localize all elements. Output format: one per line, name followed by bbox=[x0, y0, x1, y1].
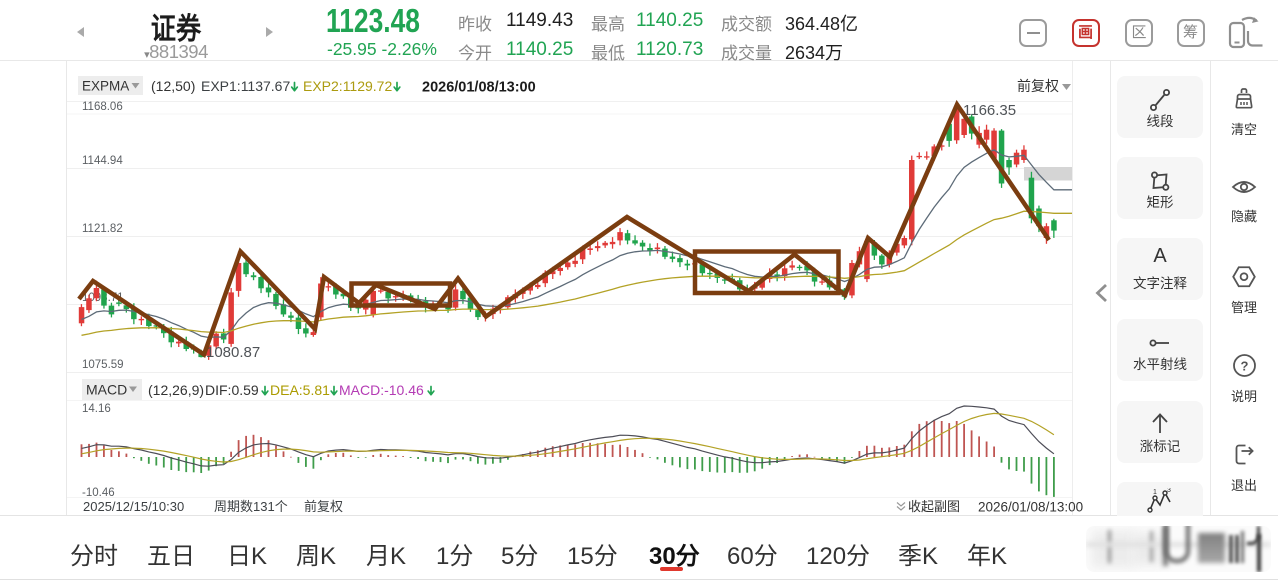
svg-text:1166.35: 1166.35 bbox=[963, 102, 1016, 119]
svg-text:EXP2:1129.72: EXP2:1129.72 bbox=[303, 78, 392, 94]
svg-text:?: ? bbox=[1240, 359, 1248, 374]
svg-text:前复权: 前复权 bbox=[1017, 78, 1059, 94]
svg-text:EXPMA: EXPMA bbox=[82, 79, 129, 94]
svg-text:1: 1 bbox=[1153, 489, 1157, 496]
svg-text:(12,50): (12,50) bbox=[151, 78, 195, 94]
svg-text:1144.94: 1144.94 bbox=[82, 155, 123, 167]
svg-text:1168.06: 1168.06 bbox=[82, 101, 123, 113]
svg-text:2026/01/08/13:00: 2026/01/08/13:00 bbox=[978, 500, 1083, 515]
svg-text:周期数131个: 周期数131个 bbox=[214, 499, 288, 514]
svg-text:DEA:5.81: DEA:5.81 bbox=[270, 382, 330, 398]
svg-text:-10.46: -10.46 bbox=[82, 487, 115, 499]
svg-text:2025/12/15/10:30: 2025/12/15/10:30 bbox=[83, 499, 184, 514]
svg-text:1080.87: 1080.87 bbox=[206, 344, 260, 361]
svg-text:14.16: 14.16 bbox=[82, 403, 111, 415]
svg-text:EXP1:1137.67: EXP1:1137.67 bbox=[201, 78, 290, 94]
svg-text:2026/01/08/13:00: 2026/01/08/13:00 bbox=[422, 80, 536, 96]
svg-text:(12,26,9): (12,26,9) bbox=[148, 382, 204, 398]
svg-text:MACD:-10.46: MACD:-10.46 bbox=[339, 382, 424, 398]
svg-text:前复权: 前复权 bbox=[304, 499, 343, 514]
svg-text:3: 3 bbox=[1167, 488, 1171, 494]
svg-text:MACD: MACD bbox=[86, 382, 127, 398]
svg-text:收起副图: 收起副图 bbox=[908, 499, 960, 514]
svg-text:1121.82: 1121.82 bbox=[82, 223, 123, 235]
svg-text:DIF:0.59: DIF:0.59 bbox=[205, 382, 259, 398]
svg-text:1075.59: 1075.59 bbox=[82, 359, 124, 371]
